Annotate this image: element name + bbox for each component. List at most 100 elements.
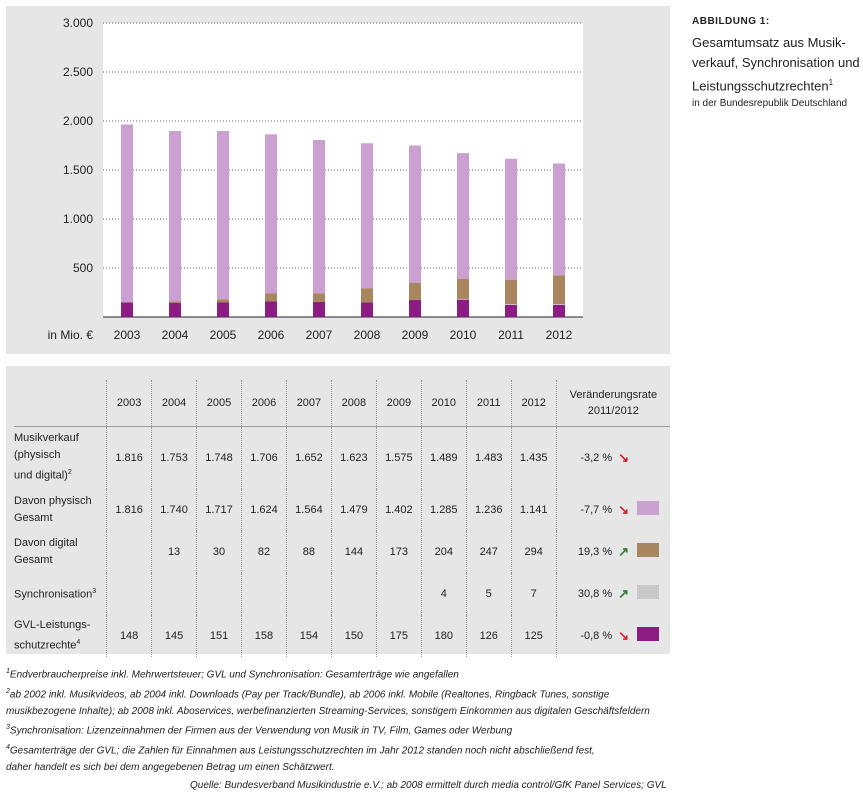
table-cell: 1.623	[330, 426, 377, 489]
figure-subtitle: in der Bundesrepublik Deutschland	[692, 98, 848, 110]
footnote-marker: 4	[76, 638, 81, 646]
table-cell	[241, 572, 287, 615]
change-rate: -0,8 %	[555, 614, 619, 657]
x-tick-label: 2006	[258, 328, 285, 342]
bar-segment-physical	[169, 130, 181, 302]
legend-swatch	[637, 543, 660, 557]
row-label-line: und digital)	[14, 470, 68, 483]
table-cell: 1.489	[420, 426, 467, 489]
footnote-text: Endverbraucherpreise inkl. Mehrwertsteue…	[9, 669, 459, 681]
bar-segment-digital	[457, 278, 469, 299]
legend-swatch-cell	[637, 489, 670, 531]
bar-segment-sync	[553, 304, 565, 305]
bar-segment-digital	[361, 288, 373, 303]
x-tick-label: 2011	[498, 328, 524, 342]
rate-header-line: 2011/2012	[587, 405, 639, 417]
x-tick-label: 2007	[306, 328, 333, 342]
bar-segment-gvl	[169, 302, 181, 317]
header-corner	[14, 380, 107, 427]
row-label-line: Synchronisation	[14, 588, 93, 601]
footnote-line: daher handelt es sich bei dem angegebene…	[6, 760, 696, 777]
table-cell: 247	[465, 530, 512, 573]
bar-segment-sync	[505, 304, 517, 305]
figure-title-text: Leistungsschutzrechten	[692, 78, 829, 94]
change-rate: 19,3 %	[555, 530, 619, 573]
row-label-line: Musikverkauf	[14, 432, 79, 445]
trend-down-icon: ↘	[618, 501, 630, 517]
footnote-marker: 3	[92, 588, 97, 596]
table-cell: 1.816	[106, 488, 152, 531]
bar-segment-physical	[409, 145, 421, 283]
table-cell: 154	[285, 614, 332, 657]
table-cell: 294	[510, 530, 557, 573]
table-cell: 175	[375, 614, 422, 657]
bar-segment-physical	[457, 153, 469, 279]
bar-segment-digital	[217, 299, 229, 303]
footnote-text: ab 2002 inkl. Musikvideos, ab 2004 inkl.…	[9, 689, 610, 701]
table-cell: 1.748	[196, 426, 242, 489]
trend-down-icon: ↘	[618, 449, 630, 465]
bar-segment-physical	[505, 158, 517, 280]
y-tick-label: 2.500	[63, 65, 93, 79]
legend-swatch	[637, 627, 660, 641]
row-label-line: Gesamt	[14, 511, 53, 524]
data-table: 2003 2004 2005 2006 2007 2008 2009 2010 2011 2012…	[14, 380, 670, 657]
footnote-marker: 2	[6, 687, 10, 695]
row-label: Synchronisation3	[14, 573, 107, 615]
table-row: Davon digital Gesamt 13 30 82 88 144 173 204 247 2…	[14, 530, 670, 573]
x-tick-label: 2008	[354, 328, 381, 342]
y-tick-label: 3.000	[63, 16, 93, 30]
row-label-line: schutzrechte	[14, 639, 77, 652]
footnote-line: 2ab 2002 inkl. Musikvideos, ab 2004 inkl…	[6, 684, 696, 704]
table-cell: 1.564	[285, 488, 332, 531]
change-rate: -7,7 %	[555, 488, 619, 531]
footnote-marker: 4	[6, 743, 10, 751]
table-cell: 1.753	[151, 426, 197, 489]
table-row: Synchronisation3 4 5 7 30,8 % ↗	[14, 572, 670, 615]
bar-segment-physical	[265, 134, 277, 294]
trend-up-icon: ↗	[618, 543, 630, 559]
row-label-line: Davon physisch	[14, 494, 92, 507]
bar-segment-physical	[553, 163, 565, 276]
table-cell: 173	[375, 530, 422, 573]
year-header: 2011	[465, 380, 512, 427]
change-rate: 30,8 %	[555, 572, 619, 615]
bar-segment-sync	[457, 298, 469, 300]
bar-segment-digital	[505, 279, 517, 305]
bar-segment-physical	[313, 140, 325, 294]
legend-swatch-cell	[637, 615, 670, 657]
source-note: Quelle: Bundesverband Musikindustrie e.V…	[190, 780, 667, 791]
y-tick-label: 1.000	[63, 212, 93, 226]
footnote-marker: 1	[828, 78, 834, 87]
footnote-line: musikbezogene Inhalte); ab 2008 inkl. Ab…	[6, 704, 696, 721]
table-cell: 150	[330, 614, 377, 657]
year-header: 2004	[151, 380, 197, 427]
y-tick-label: 500	[73, 261, 93, 275]
table-cell	[106, 572, 152, 615]
year-header: 2006	[241, 380, 287, 427]
footnote-text: daher handelt es sich bei dem angegebene…	[6, 761, 335, 773]
table-cell: 4	[420, 572, 467, 615]
bar-segment-gvl	[409, 299, 421, 317]
table-cell	[330, 572, 377, 615]
footnote-line: 1Endverbraucherpreise inkl. Mehrwertsteu…	[6, 664, 696, 684]
bar-segment-digital	[265, 293, 277, 302]
year-header: 2003	[106, 380, 152, 427]
table-cell: 204	[420, 530, 467, 573]
table-cell: 151	[196, 614, 242, 657]
table-cell: 1.740	[151, 488, 197, 531]
footnote-line: 3Synchronisation: Lizenzeinnahmen der Fi…	[6, 720, 696, 740]
figure-number: ABBILDUNG 1:	[692, 16, 770, 27]
table-cell: 158	[241, 614, 287, 657]
table-cell	[375, 572, 422, 615]
table-cell: 180	[420, 614, 467, 657]
change-rate: -3,2 %	[555, 426, 619, 489]
rate-header: Veränderungsrate 2011/2012	[555, 380, 670, 427]
row-label: Davon physisch Gesamt	[14, 489, 107, 531]
year-header: 2010	[420, 380, 467, 427]
table-cell: 5	[465, 572, 512, 615]
row-label: Musikverkauf (physisch und digital)2	[14, 427, 107, 489]
table-cell: 145	[151, 614, 197, 657]
bar-segment-physical	[361, 143, 373, 289]
bar-segment-gvl	[457, 299, 469, 317]
